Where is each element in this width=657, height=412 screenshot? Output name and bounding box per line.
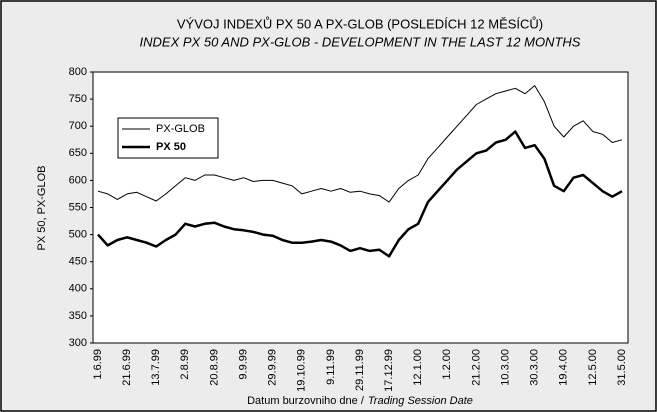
y-tick-label: 450 xyxy=(69,256,87,268)
x-tick-label: 2.8.99 xyxy=(179,349,191,380)
y-tick-label: 550 xyxy=(69,201,87,213)
x-tick-label: 31.5.00 xyxy=(616,349,628,386)
x-tick-label: 19.10.99 xyxy=(296,349,308,392)
y-axis-label: PX 50, PX-GLOB xyxy=(36,166,48,251)
plot-area xyxy=(92,71,629,344)
x-axis-label-en: Trading Session Date xyxy=(368,395,473,407)
chart-subtitle: INDEX PX 50 AND PX-GLOB - DEVELOPMENT IN… xyxy=(140,34,581,49)
x-tick-label: 1.6.99 xyxy=(92,349,104,380)
legend-label: PX-GLOB xyxy=(156,123,205,135)
legend-label: PX 50 xyxy=(156,141,186,153)
x-tick-label: 10.3.00 xyxy=(499,349,511,386)
x-axis-label-cz: Datum burzovniho dne / xyxy=(247,395,365,407)
x-tick-label: 29.11.99 xyxy=(354,349,366,391)
x-tick-label: 9.9.99 xyxy=(237,349,249,380)
y-tick-label: 500 xyxy=(69,229,87,241)
x-tick-label: 20.8.99 xyxy=(208,349,220,386)
x-axis-label: Datum burzovniho dne / Trading Session Da… xyxy=(247,395,473,407)
x-tick-label: 19.4.00 xyxy=(558,349,570,386)
x-tick-label: 21.6.99 xyxy=(121,349,133,386)
x-tick-label: 30.3.00 xyxy=(529,349,541,386)
x-tick-label: 21.2.00 xyxy=(470,349,482,386)
y-tick-label: 350 xyxy=(69,310,87,322)
x-tick-label: 9.11.99 xyxy=(325,349,337,385)
legend-box xyxy=(117,117,219,159)
y-tick-label: 650 xyxy=(69,147,87,159)
x-tick-label: 17.12.99 xyxy=(383,349,395,392)
y-tick-label: 800 xyxy=(69,66,87,78)
series-line xyxy=(97,130,623,258)
y-tick-label: 600 xyxy=(69,174,87,186)
x-tick-label: 1.2.00 xyxy=(441,349,453,380)
x-tick-label: 12.1.00 xyxy=(412,349,424,386)
y-tick-label: 300 xyxy=(69,337,87,349)
y-tick-label: 400 xyxy=(69,283,87,295)
chart-title: VÝVOJ INDEXŮ PX 50 A PX-GLOB (POSLEDÍCH … xyxy=(177,16,543,31)
y-tick-label: 750 xyxy=(69,93,87,105)
x-tick-label: 12.5.00 xyxy=(587,349,599,386)
y-tick-label: 700 xyxy=(69,120,87,132)
series-line xyxy=(97,85,623,203)
x-tick-label: 29.9.99 xyxy=(267,349,279,386)
x-tick-label: 13.7.99 xyxy=(150,349,162,386)
